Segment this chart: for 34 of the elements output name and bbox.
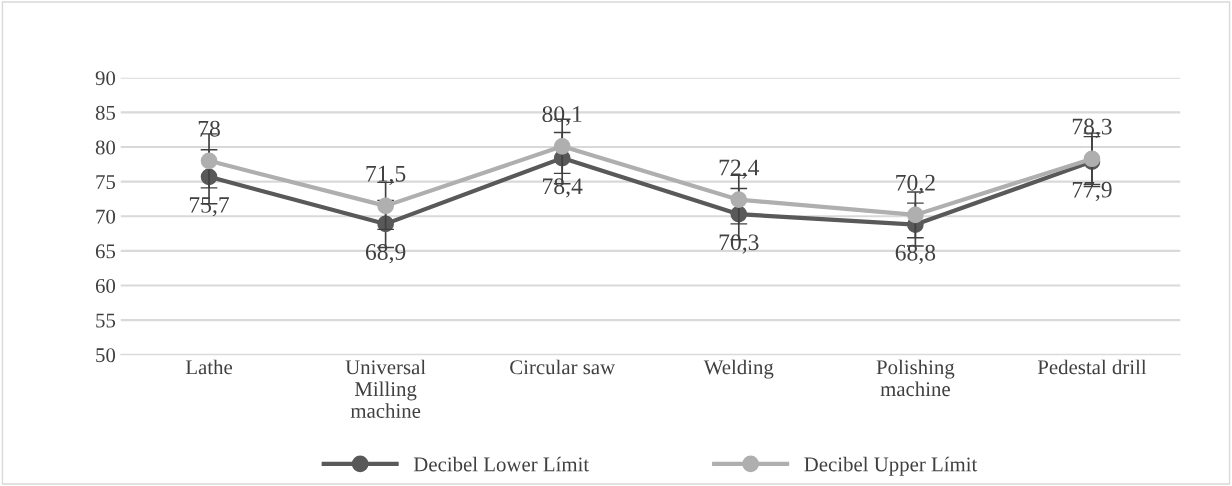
y-tick-label: 60 xyxy=(95,278,116,293)
data-label: 78 xyxy=(198,120,220,137)
y-tick-label: 70 xyxy=(96,209,116,224)
y-tick-label: 90 xyxy=(95,71,116,86)
data-label: 80,1 xyxy=(542,106,582,126)
point xyxy=(730,191,748,208)
legend-label: Decibel Lower Límit xyxy=(413,456,590,472)
x-tick-label: Welding xyxy=(703,359,774,379)
data-label: 68,9 xyxy=(365,244,406,264)
y-tick-label: 75 xyxy=(96,175,116,190)
data-label: 78,3 xyxy=(1072,118,1112,138)
data-label: 71,5 xyxy=(366,165,406,186)
x-tick-label: Pedestal drill xyxy=(1037,359,1147,375)
y-tick-label: 80 xyxy=(95,140,116,155)
point xyxy=(377,197,394,215)
point xyxy=(907,206,924,224)
x-tick-label: Lathe xyxy=(185,359,233,375)
data-label: 70,3 xyxy=(719,234,759,254)
data-label: 78,4 xyxy=(543,178,583,198)
point xyxy=(553,137,571,155)
y-tick-label: 85 xyxy=(95,105,116,120)
legend-label: Decibel Upper Límit xyxy=(804,456,978,476)
y-tick-label: 50 xyxy=(96,348,116,363)
x-tick-label: Polishing machine xyxy=(876,359,955,397)
data-label: 70,2 xyxy=(896,174,935,195)
data-label: 72,4 xyxy=(719,159,760,179)
point xyxy=(200,152,218,170)
data-label: 75,7 xyxy=(189,197,230,217)
x-tick-label: Universal Milling machine xyxy=(345,359,426,418)
data-label: 68,8 xyxy=(895,244,936,265)
data-label: 77,9 xyxy=(1072,181,1112,202)
y-tick-label: 65 xyxy=(95,244,116,259)
y-tick-label: 55 xyxy=(96,313,116,328)
x-tick-label: Circular saw xyxy=(510,359,616,375)
